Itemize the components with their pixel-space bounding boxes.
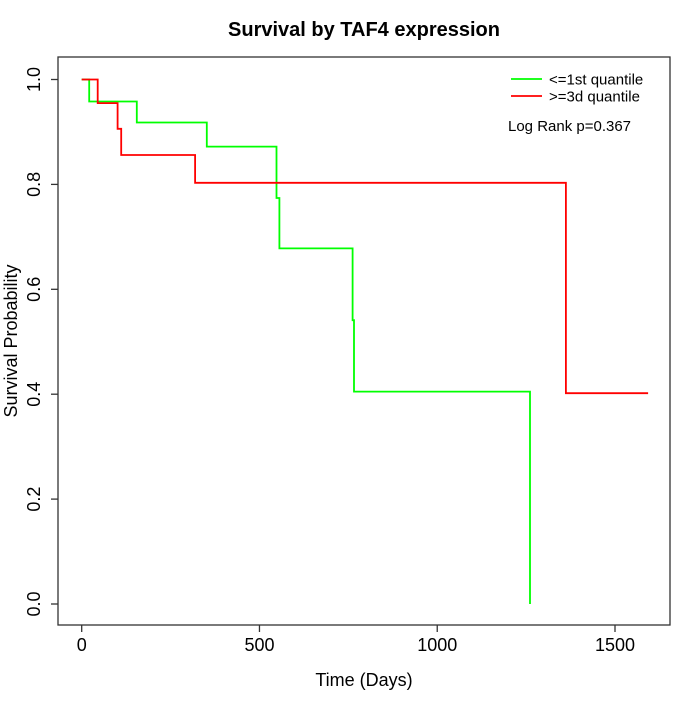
legend: <=1st quantile >=3d quantile Log Rank p=…	[508, 72, 643, 136]
x-tick-label: 500	[244, 635, 274, 655]
plot-border	[57, 56, 671, 626]
axes-layer: 0 500 1000 1500 0.0 0.2 0.4 0.6 0.8 1.0	[24, 67, 635, 655]
legend-label-red: >=3d quantile	[549, 89, 640, 106]
x-axis-label: Time (Days)	[315, 670, 412, 690]
x-tick-label: 0	[77, 635, 87, 655]
y-tick-label: 0.8	[24, 172, 44, 197]
curves-layer	[81, 78, 649, 604]
y-tick-label: 0.4	[24, 382, 44, 407]
chart-title: Survival by TAF4 expression	[228, 19, 500, 41]
km-curve-1st-quantile	[81, 78, 531, 604]
y-tick-label: 1.0	[24, 67, 44, 92]
y-tick-label: 0.0	[24, 591, 44, 616]
y-axis-label: Survival Probability	[1, 264, 21, 417]
legend-label-green: <=1st quantile	[549, 72, 643, 89]
km-curve-3d-quantile	[81, 78, 649, 395]
x-tick-label: 1000	[417, 635, 457, 655]
log-rank-annotation: Log Rank p=0.367	[508, 118, 631, 135]
y-tick-label: 0.2	[24, 487, 44, 512]
x-tick-label: 1500	[595, 635, 635, 655]
y-tick-label: 0.6	[24, 277, 44, 302]
